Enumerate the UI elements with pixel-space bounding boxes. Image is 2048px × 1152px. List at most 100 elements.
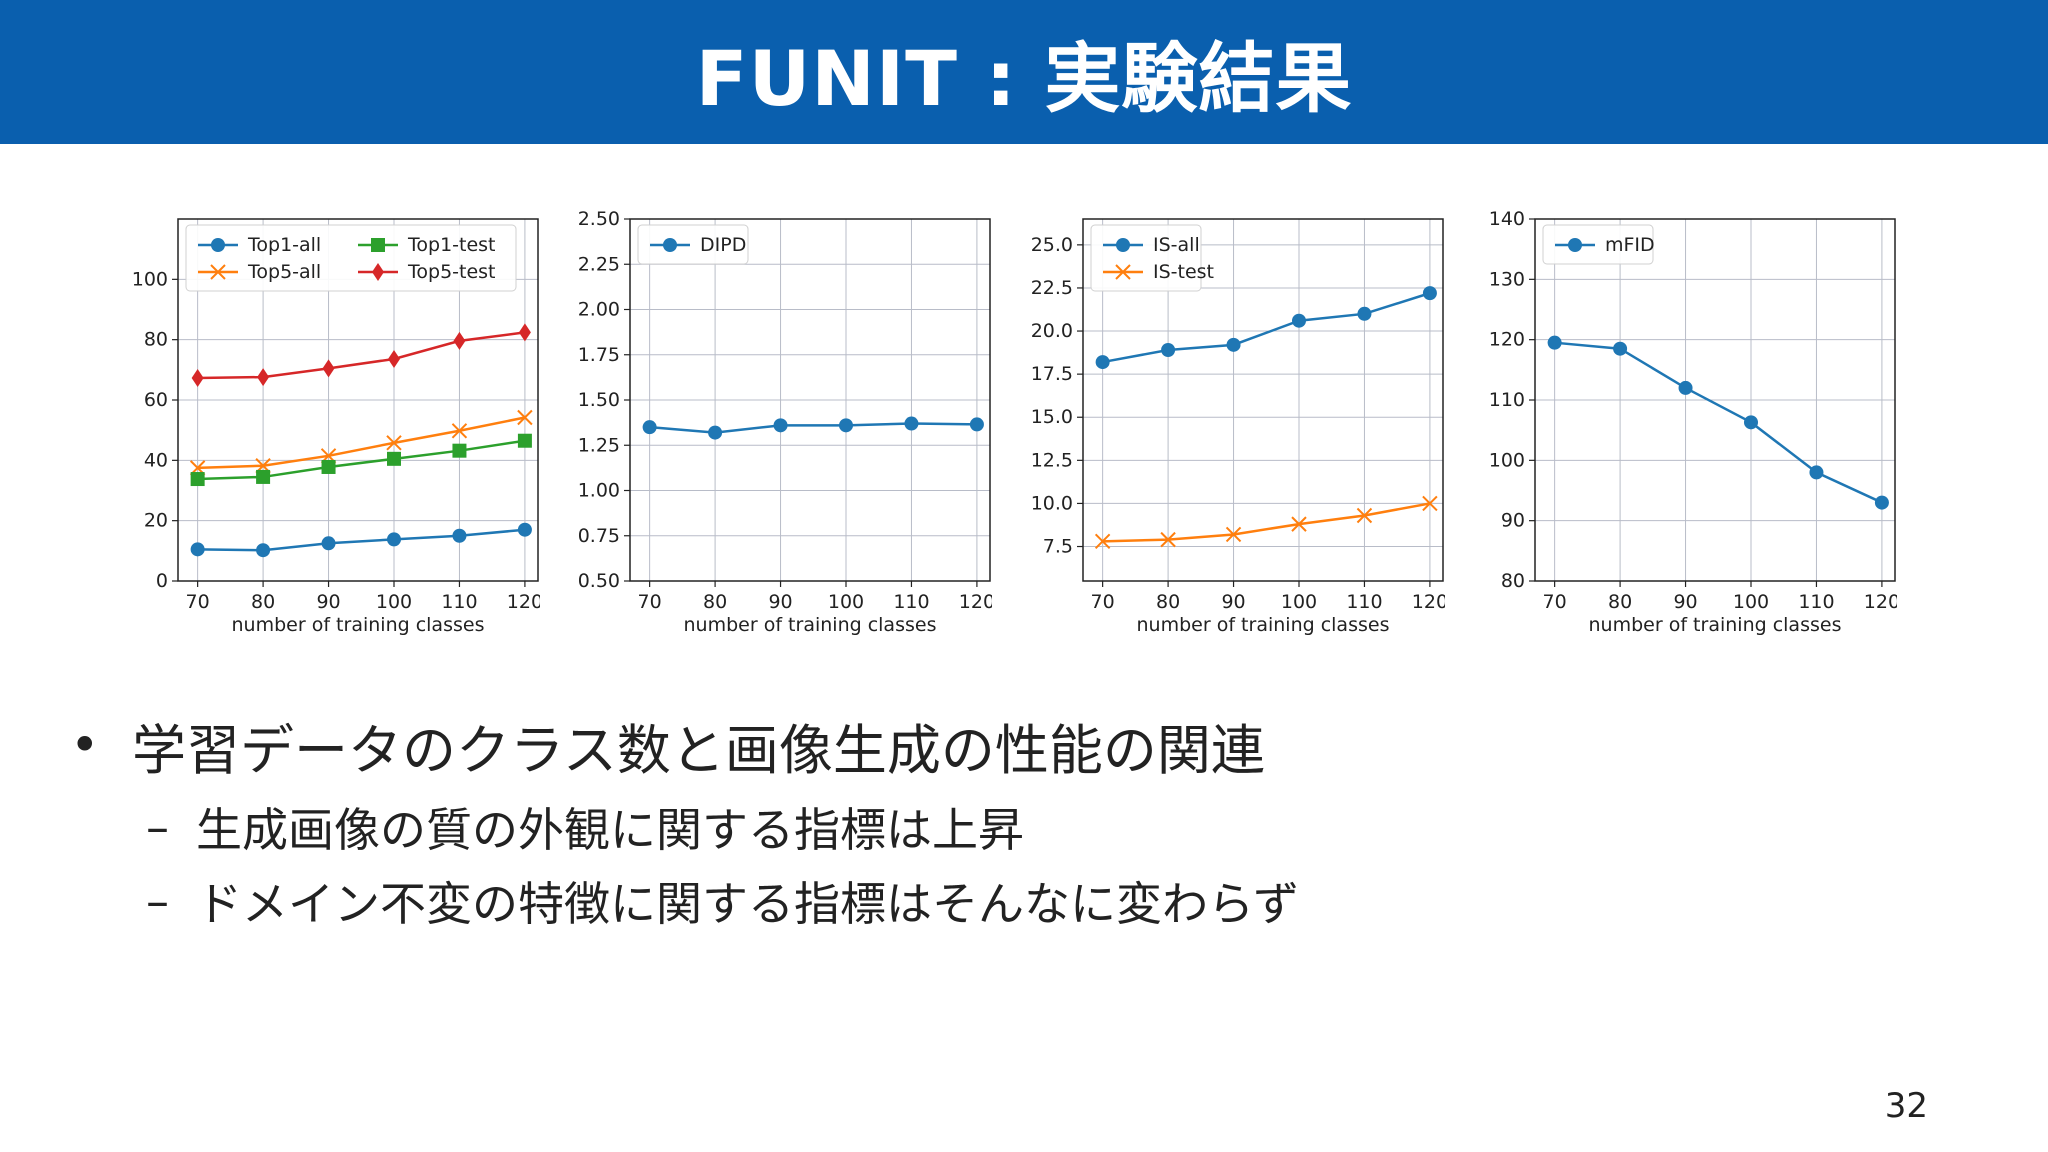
legend-marker	[372, 263, 384, 281]
x-tick-label: 100	[828, 591, 864, 613]
x-tick-label: 70	[638, 591, 662, 613]
bullet-sub-text: ドメイン不変の特徴に関する指標はそんなに変わらず	[196, 877, 1300, 931]
chart-svg: 70 80 90 100 110 120 80 90 100 110 120 130 140 number…	[1489, 208, 1897, 636]
x-tick-label: 70	[1543, 591, 1567, 613]
series-line	[1102, 291, 1431, 364]
y-tick-label: 0.50	[578, 570, 620, 592]
data-point	[1226, 337, 1241, 352]
legend-box	[1542, 224, 1654, 265]
title-bar: FUNIT : 実験結果	[0, 0, 2048, 144]
series-line	[1102, 502, 1431, 543]
data-point	[518, 323, 531, 342]
bullet-marker: •	[70, 716, 100, 774]
series-Top1-test	[190, 433, 532, 487]
legend: Top1-all Top5-all Top1-test Top5-test	[185, 224, 517, 292]
y-tick-label: 60	[144, 389, 168, 411]
x-tick-label: 120	[507, 591, 540, 613]
x-tick-label: 100	[376, 591, 412, 613]
y-tick-label: 2.50	[578, 208, 620, 230]
legend: IS-all IS-test	[1090, 224, 1214, 292]
data-point	[256, 543, 271, 558]
data-point	[387, 451, 401, 466]
data-point	[517, 522, 532, 537]
data-point	[1613, 341, 1628, 356]
legend: DIPD	[637, 224, 749, 265]
data-point	[1809, 465, 1824, 480]
dash-marker: –	[146, 874, 169, 928]
y-tick-label: 20	[144, 510, 168, 532]
legend-label: mFID	[1605, 234, 1655, 256]
data-point	[1161, 343, 1176, 358]
x-tick-label: 110	[441, 591, 477, 613]
x-tick-label: 90	[768, 591, 792, 613]
series-Top5-test	[191, 323, 531, 387]
y-tick-label: 140	[1489, 208, 1525, 230]
x-axis-label: number of training classes	[684, 614, 937, 636]
data-point	[452, 443, 467, 458]
data-point	[321, 459, 336, 474]
x-tick-label: 70	[186, 591, 210, 613]
y-tick-label: 17.5	[1031, 363, 1073, 385]
y-tick-label: 2.00	[578, 299, 620, 321]
legend-marker	[663, 238, 677, 252]
x-tick-label: 100	[1281, 591, 1317, 613]
data-point	[453, 331, 466, 350]
y-tick-label: 0	[156, 570, 168, 592]
x-tick-label: 70	[1091, 591, 1115, 613]
y-tick-label: 80	[1501, 570, 1525, 592]
legend: mFID	[1542, 224, 1655, 265]
chart-dipd: 70 80 90 100 110 120 0.50 0.75 1.00 1.25 1.50 1.75 2…	[572, 205, 992, 650]
y-tick-label: 2.25	[578, 253, 620, 275]
x-axis-label: number of training classes	[1137, 614, 1390, 636]
data-point	[1292, 313, 1306, 328]
y-tick-label: 100	[132, 268, 168, 290]
data-point	[190, 542, 205, 557]
chart-inception-score: 70 80 90 100 110 120 7.5 10.0 12.5 15.0 17.5 20.0 22…	[1025, 205, 1445, 650]
bullet-sub-1: – 生成画像の質の外観に関する指標は上昇	[70, 790, 1770, 864]
y-tick-label: 1.00	[578, 480, 620, 502]
data-point	[256, 469, 271, 484]
legend-marker	[371, 238, 385, 252]
x-tick-label: 80	[703, 591, 727, 613]
y-tick-label: 20.0	[1031, 320, 1073, 342]
x-tick-label: 80	[251, 591, 275, 613]
x-axis-label: number of training classes	[232, 614, 485, 636]
y-tick-label: 1.75	[578, 344, 620, 366]
legend-label: IS-test	[1153, 261, 1214, 283]
data-point	[1678, 380, 1693, 395]
data-point	[517, 433, 532, 448]
x-tick-label: 100	[1733, 591, 1769, 613]
data-point	[969, 417, 984, 432]
y-tick-label: 10.0	[1031, 492, 1073, 514]
legend-marker	[211, 238, 225, 252]
data-point	[1094, 533, 1111, 550]
legend-label: Top1-all	[247, 234, 321, 256]
x-tick-label: 90	[1221, 591, 1245, 613]
data-point	[1356, 507, 1373, 524]
legend-label: Top5-all	[247, 261, 321, 283]
data-point	[1160, 531, 1176, 548]
data-point	[387, 532, 401, 547]
dash-marker: –	[146, 800, 169, 854]
legend-label: IS-all	[1153, 234, 1200, 256]
data-point	[1225, 526, 1242, 543]
page-number: 32	[1884, 1086, 1928, 1126]
data-point	[1422, 286, 1437, 301]
y-tick-label: 40	[144, 449, 168, 471]
y-tick-label: 25.0	[1031, 234, 1073, 256]
chart-top-accuracy: 70 80 90 100 110 120 0 20 40 60 80 100 number of tra…	[120, 205, 540, 650]
y-tick-label: 110	[1489, 389, 1525, 411]
data-point	[773, 418, 788, 433]
legend-label: Top5-test	[407, 261, 496, 283]
y-tick-label: 7.5	[1043, 536, 1073, 558]
legend-box	[185, 224, 517, 292]
legend-label: Top1-test	[407, 234, 496, 256]
data-point	[839, 418, 853, 433]
series-line	[1554, 341, 1883, 504]
y-tick-label: 90	[1501, 510, 1525, 532]
y-tick-label: 130	[1489, 268, 1525, 290]
series-Top5-all	[189, 409, 533, 476]
legend-label: DIPD	[700, 234, 746, 256]
data-point	[517, 409, 533, 426]
data-point	[386, 435, 402, 451]
